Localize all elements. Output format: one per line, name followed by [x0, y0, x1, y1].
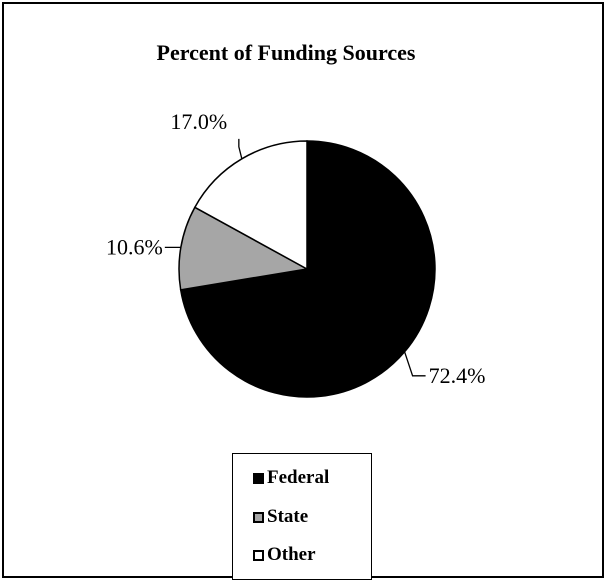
legend-item-other: Other: [253, 544, 316, 566]
data-label-other: 17.0%: [170, 109, 227, 134]
data-label-federal: 72.4%: [429, 363, 486, 388]
legend-label-federal: Federal: [267, 467, 330, 488]
legend-swatch-federal: [253, 472, 264, 484]
legend-item-federal: Federal: [253, 467, 329, 489]
legend-swatch-state: [253, 511, 264, 523]
chart-title: Percent of Funding Sources: [156, 40, 416, 65]
legend-swatch-other: [253, 549, 264, 561]
data-label-state: 10.6%: [106, 234, 163, 259]
pie-slice-state: [178, 206, 310, 291]
legend-item-state: State: [253, 506, 308, 528]
pie-slices: [178, 140, 436, 398]
pie-slice-other: [193, 140, 308, 271]
leader-lines: [164, 138, 426, 377]
legend: Federal State Other: [232, 453, 372, 580]
leader-line-other: [238, 138, 243, 159]
leader-line-federal: [403, 351, 426, 377]
legend-label-state: State: [267, 506, 309, 527]
legend-label-other: Other: [267, 544, 316, 565]
data-labels: 72.4% 10.6% 17.0%: [106, 109, 485, 388]
